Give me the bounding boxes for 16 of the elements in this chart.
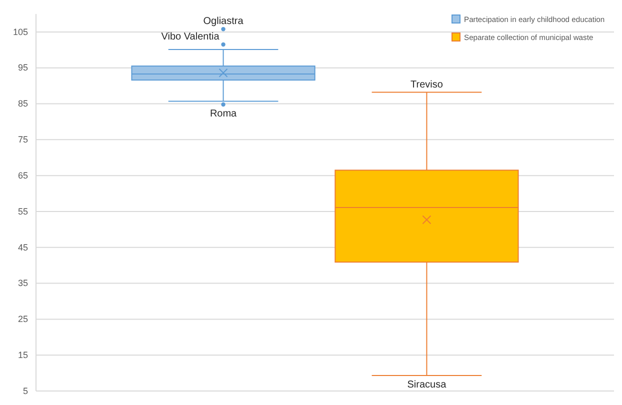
annotation: Treviso <box>410 79 444 90</box>
y-tick-label: 105 <box>12 26 28 37</box>
y-tick-label: 45 <box>18 242 28 252</box>
annotation: Siracusa <box>407 380 447 391</box>
y-tick-label: 15 <box>18 350 28 360</box>
y-tick-label: 25 <box>18 314 28 324</box>
y-tick-label: 5 <box>22 386 28 396</box>
y-tick-label: 95 <box>18 62 28 73</box>
annotation: Ogliastra <box>203 16 244 28</box>
y-tick-label: 75 <box>18 134 28 145</box>
y-tick-label: 65 <box>18 170 28 180</box>
y-tick-label: 55 <box>18 206 28 216</box>
annotation: Vibo Valentia <box>161 32 220 43</box>
annotation: Roma <box>210 108 238 120</box>
y-tick-label: 35 <box>18 278 28 288</box>
y-tick-label: 85 <box>18 98 28 109</box>
